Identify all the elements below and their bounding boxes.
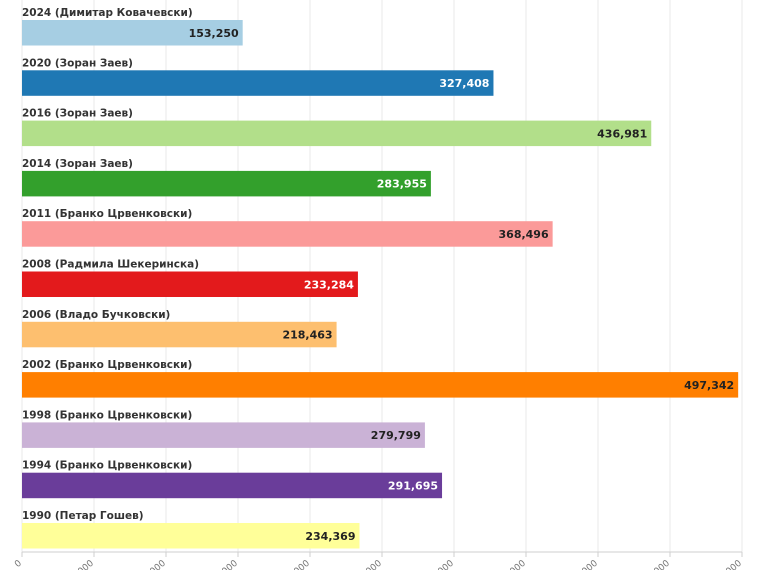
x-tick-label: 100,000 [133, 558, 168, 570]
x-tick-label: 450,000 [637, 558, 672, 570]
x-tick-label: 150,000 [205, 558, 240, 570]
category-label: 2014 (Зоран Заев) [22, 158, 133, 170]
category-label: 2006 (Владо Бучковски) [22, 309, 170, 321]
category-label: 2002 (Бранко Црвенковски) [22, 359, 192, 371]
x-tick-label: 500,000 [709, 558, 744, 570]
category-label: 2020 (Зоран Заев) [22, 57, 133, 69]
bar [22, 170, 431, 197]
bar [22, 523, 360, 549]
bar [22, 372, 739, 398]
data-label: 497,342 [684, 379, 734, 392]
bar [22, 422, 425, 448]
data-label: 436,981 [597, 127, 647, 140]
category-label: 2016 (Зоран Заев) [22, 108, 133, 120]
category-label: 1990 (Петар Гошев) [22, 510, 144, 522]
data-label: 218,463 [282, 329, 332, 342]
bar [22, 472, 443, 499]
bar [22, 20, 243, 46]
data-label: 283,955 [377, 178, 427, 191]
data-label: 234,369 [305, 530, 355, 543]
data-label: 291,695 [388, 479, 438, 492]
bar [22, 70, 494, 96]
x-tick-label: 250,000 [349, 558, 384, 570]
x-tick-label: 300,000 [421, 558, 456, 570]
x-tick-label: 350,000 [493, 558, 528, 570]
data-label: 368,496 [499, 228, 549, 241]
category-label: 2024 (Димитар Ковачевски) [22, 7, 193, 19]
bar [22, 221, 553, 247]
category-label: 2008 (Радмила Шекеринска) [22, 259, 199, 271]
category-label: 1994 (Бранко Црвенковски) [22, 460, 192, 472]
x-tick-label: 400,000 [565, 558, 600, 570]
data-label: 279,799 [371, 429, 421, 442]
category-label: 2011 (Бранко Црвенковски) [22, 208, 192, 220]
bar [22, 120, 652, 147]
bar [22, 321, 337, 348]
data-label: 327,408 [439, 77, 489, 90]
x-tick-label: 50,000 [65, 558, 96, 570]
x-axis: 0 50,000 100,000 150,000 200,000 250,000 300,0… [13, 551, 744, 570]
x-tick-label: 200,000 [277, 558, 312, 570]
bar [22, 271, 358, 297]
category-label: 1998 (Бранко Црвенковски) [22, 409, 192, 421]
data-label: 153,250 [189, 27, 239, 40]
bars: 2024 (Димитар Ковачевски) 153,250 2020 (Зо… [22, 7, 739, 549]
data-label: 233,284 [304, 278, 354, 291]
x-tick-label: 0 [13, 558, 24, 570]
